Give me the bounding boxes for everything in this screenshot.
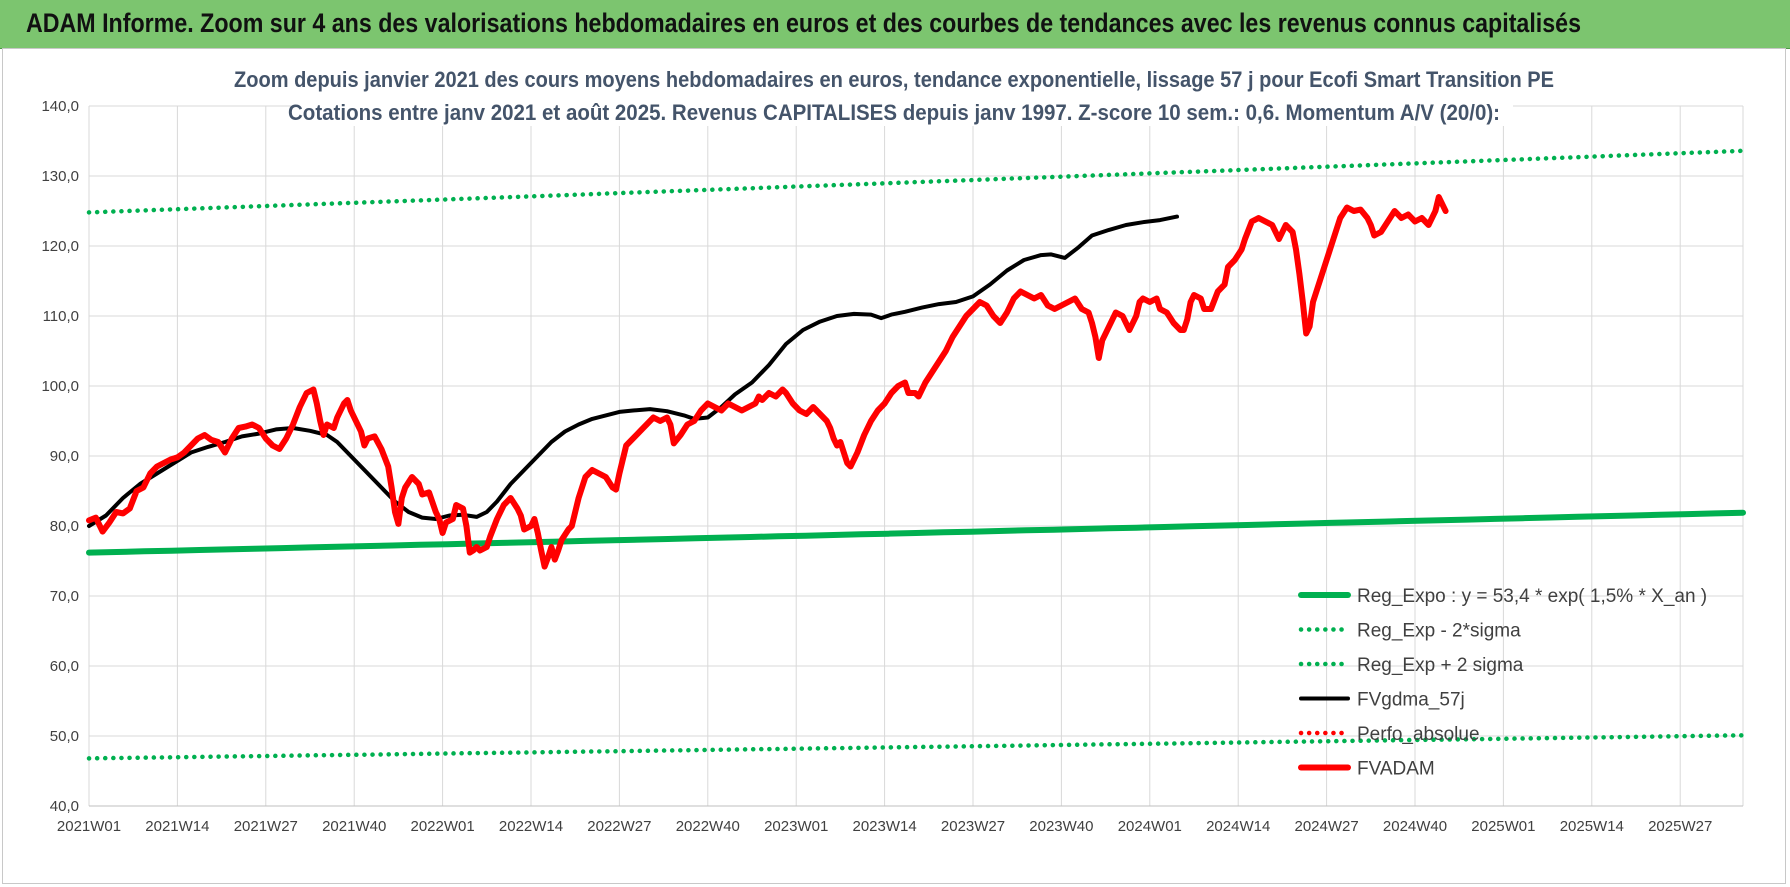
- y-tick-label: 70,0: [50, 588, 79, 605]
- x-tick-label: 2023W14: [852, 818, 916, 835]
- banner-title: ADAM Informe. Zoom sur 4 ans des valoris…: [26, 8, 1581, 38]
- y-tick-label: 60,0: [50, 658, 79, 675]
- y-tick-label: 90,0: [50, 448, 79, 465]
- x-tick-label: 2025W27: [1648, 818, 1712, 835]
- x-tick-label: 2021W14: [145, 818, 209, 835]
- legend-entry: FVADAM: [1357, 759, 1435, 780]
- x-tick-label: 2023W40: [1029, 818, 1093, 835]
- legend-entry: Reg_Exp - 2*sigma: [1357, 621, 1521, 642]
- legend-entry: FVgdma_57j: [1357, 690, 1465, 711]
- y-tick-label: 120,0: [41, 238, 79, 255]
- y-tick-label: 130,0: [41, 168, 79, 185]
- chart-title: Zoom depuis janvier 2021 des cours moyen…: [234, 67, 1554, 92]
- x-tick-label: 2022W01: [410, 818, 474, 835]
- x-tick-label: 2024W27: [1294, 818, 1358, 835]
- chart-subtitle-background: [291, 96, 1513, 126]
- chart-series: [86, 148, 1746, 761]
- chart: 40,0 50,0 60,0 70,0 80,0 90,0 100,0 110,0 120,0 1…: [41, 63, 1746, 835]
- x-tick-label: 2022W40: [676, 818, 740, 835]
- x-tick-label: 2024W01: [1118, 818, 1182, 835]
- chart-title-background: [236, 63, 1566, 93]
- x-tick-label: 2021W27: [234, 818, 298, 835]
- y-tick-label: 80,0: [50, 518, 79, 535]
- chart-axes: 40,0 50,0 60,0 70,0 80,0 90,0 100,0 110,0 120,0 1…: [41, 98, 1743, 835]
- series-line-3: [87, 214, 1179, 528]
- y-tick-label: 100,0: [41, 378, 79, 395]
- legend-entry: Reg_Exp + 2 sigma: [1357, 655, 1524, 676]
- x-tick-label: 2021W01: [57, 818, 121, 835]
- chart-frame: 40,0 50,0 60,0 70,0 80,0 90,0 100,0 110,0 120,0 1…: [2, 48, 1786, 884]
- y-tick-label: 140,0: [41, 98, 79, 115]
- chart-subtitle: Cotations entre janv 2021 et août 2025. …: [288, 100, 1500, 125]
- legend-entry: Reg_Expo : y = 53,4 * exp( 1,5% * X_an ): [1357, 586, 1707, 607]
- y-tick-label: 110,0: [43, 308, 79, 325]
- x-tick-label: 2025W14: [1560, 818, 1624, 835]
- header-banner: ADAM Informe. Zoom sur 4 ans des valoris…: [0, 0, 1790, 49]
- series-line-2: [86, 148, 1746, 215]
- x-tick-label: 2025W01: [1471, 818, 1535, 835]
- x-tick-label: 2022W14: [499, 818, 563, 835]
- x-tick-label: 2024W40: [1383, 818, 1447, 835]
- x-tick-label: 2023W27: [941, 818, 1005, 835]
- chart-legend: Reg_Expo : y = 53,4 * exp( 1,5% * X_an )…: [1298, 586, 1707, 780]
- x-tick-label: 2022W27: [587, 818, 651, 835]
- y-tick-label: 50,0: [50, 728, 79, 745]
- x-tick-label: 2023W01: [764, 818, 828, 835]
- x-tick-label: 2024W14: [1206, 818, 1270, 835]
- y-tick-label: 40,0: [50, 798, 79, 815]
- x-tick-label: 2021W40: [322, 818, 386, 835]
- chart-grid: [88, 105, 1744, 807]
- legend-entry: Perfo_absolue: [1357, 724, 1480, 745]
- series-line-0: [86, 509, 1746, 556]
- series-line-5: [86, 194, 1449, 570]
- series-line-1: [86, 733, 1746, 761]
